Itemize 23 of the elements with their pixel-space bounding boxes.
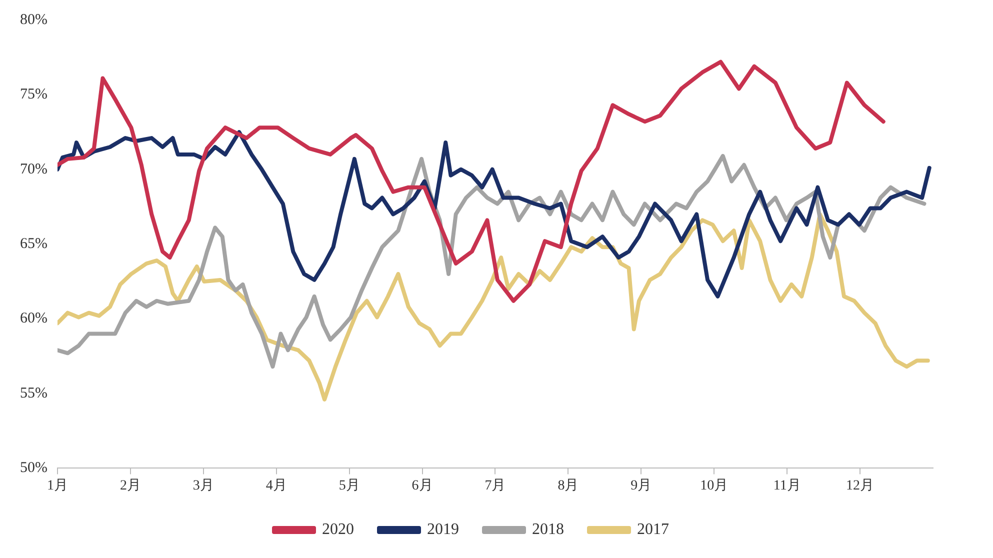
y-tick-label: 75% <box>20 86 48 103</box>
x-tick-label: 12月 <box>846 478 874 494</box>
legend-label: 2017 <box>637 521 669 538</box>
legend-label: 2019 <box>427 521 459 538</box>
y-tick-label: 55% <box>20 385 48 402</box>
x-tick-label: 10月 <box>700 478 728 494</box>
x-tick-label: 2月 <box>120 478 141 494</box>
legend-label: 2018 <box>532 521 564 538</box>
legend-label: 2020 <box>322 521 354 538</box>
x-tick-label: 5月 <box>338 478 360 494</box>
x-tick-label: 4月 <box>266 478 287 494</box>
x-tick-label: 11月 <box>773 478 801 494</box>
y-tick-label: 60% <box>20 310 48 327</box>
x-tick-label: 6月 <box>412 478 433 494</box>
y-tick-label: 50% <box>20 460 48 476</box>
x-tick-label: 3月 <box>192 478 214 494</box>
y-tick-label: 70% <box>20 161 48 178</box>
x-tick-label: 1月 <box>46 478 68 494</box>
x-tick-label: 8月 <box>558 478 579 494</box>
x-tick-label: 7月 <box>484 478 506 494</box>
y-tick-label: 80% <box>20 12 48 28</box>
y-tick-label: 65% <box>20 236 48 252</box>
x-tick-label: 9月 <box>630 478 652 494</box>
